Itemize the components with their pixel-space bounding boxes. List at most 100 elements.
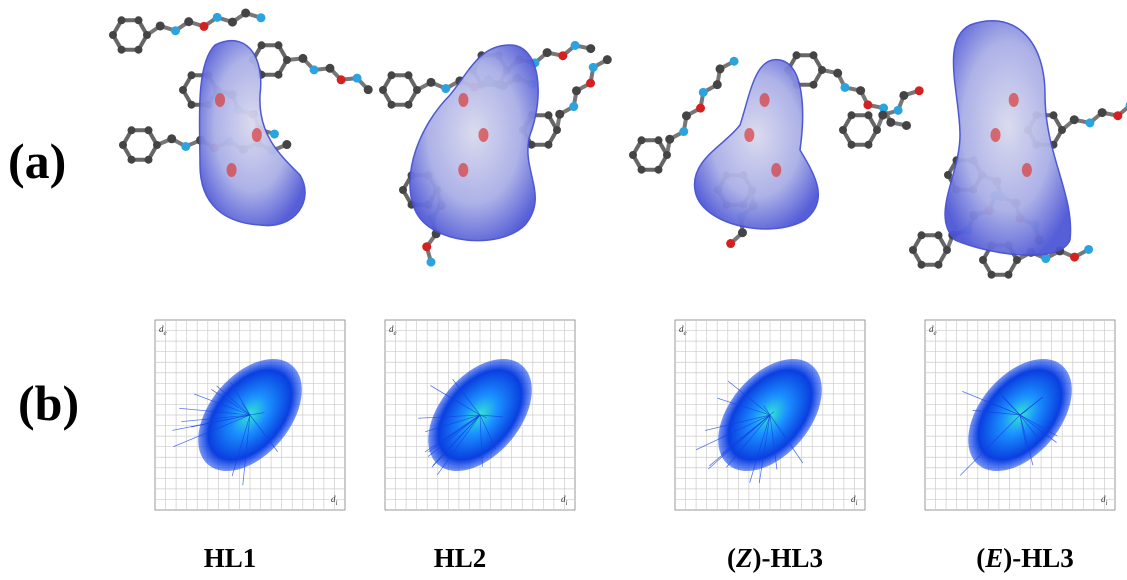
name-part: HL2 [434,543,487,573]
axis-subscript: e [164,329,167,337]
name-part: )-HL3 [753,543,824,573]
atom [545,141,553,149]
atom [1050,111,1058,119]
contact-spot [1022,163,1032,177]
atom [379,86,387,94]
atom [915,86,924,95]
atom [1005,271,1013,279]
atom [572,86,581,95]
atom [918,261,926,269]
atom [586,79,595,88]
atom [1098,108,1107,117]
atom [944,171,952,179]
atom [555,110,564,119]
atom [118,16,126,24]
atom [988,271,996,279]
atom [156,21,165,30]
name-part: E [984,543,1003,573]
atom [188,101,196,109]
atom [848,141,856,149]
atom [441,84,450,93]
hirshfeld-surface [410,45,538,241]
atom [275,41,283,49]
atom [135,46,143,54]
contact-spot [458,163,468,177]
atom [282,140,291,149]
figure: (a) (b) dediHL1dediHL2dedi(Z)-HL3dedi(E)… [0,0,1127,580]
atom [364,85,373,94]
atom [738,228,747,237]
atom [145,126,153,134]
contact-spot [215,93,225,107]
contact-spot [744,128,754,142]
atom [427,78,436,87]
atom [818,66,826,74]
atom [388,71,396,79]
atom [943,246,951,254]
atom [726,239,735,248]
contact-spot [760,93,770,107]
axis-subscript: e [934,329,937,337]
atom [199,22,208,31]
atom [270,130,279,139]
atom [569,102,578,111]
atom [128,156,136,164]
atom [258,41,266,49]
contact-spot [458,93,468,107]
atom [188,71,196,79]
atom [213,13,222,22]
atom [810,51,818,59]
atom [399,186,407,194]
contact-spot [252,128,262,142]
atom [1084,245,1093,254]
atom [899,91,908,100]
contact-spot [478,128,488,142]
compound-name: (Z)-HL3 [727,543,823,573]
atom [679,127,688,136]
atom [935,231,943,239]
atom [298,54,307,63]
compound-name: HL1 [204,543,257,573]
atom [405,101,413,109]
contact-spot [227,163,237,177]
atom [655,166,663,174]
atom [1070,253,1079,262]
molecule [839,86,924,149]
atom [886,118,895,127]
atom [179,86,187,94]
atom [241,9,250,18]
axis-subscript: i [336,499,338,507]
atom [909,246,917,254]
name-part: ( [976,543,985,573]
atom [833,69,842,78]
atom [979,256,987,264]
atom [1113,111,1122,120]
axis-subscript: i [566,499,568,507]
axis-subscript: e [394,329,397,337]
atom [863,100,872,109]
atom [413,86,421,94]
hirshfeld-surface [945,21,1071,255]
atom [275,71,283,79]
atom [663,151,671,159]
atom [553,126,561,134]
panel-label: (b) [18,375,79,431]
contact-spot [771,163,781,177]
contact-spot [991,128,1001,142]
atom [545,111,553,119]
atom [128,126,136,134]
atom [1013,256,1021,264]
atom [256,13,265,22]
axis-subscript: i [856,499,858,507]
molecule [249,41,373,94]
atom [682,111,691,120]
atom [388,101,396,109]
atom [283,56,291,64]
atom [716,64,725,73]
atom [638,166,646,174]
atom [325,64,334,73]
atom [543,48,552,57]
atom [810,81,818,89]
atom [427,258,436,267]
atom [405,71,413,79]
